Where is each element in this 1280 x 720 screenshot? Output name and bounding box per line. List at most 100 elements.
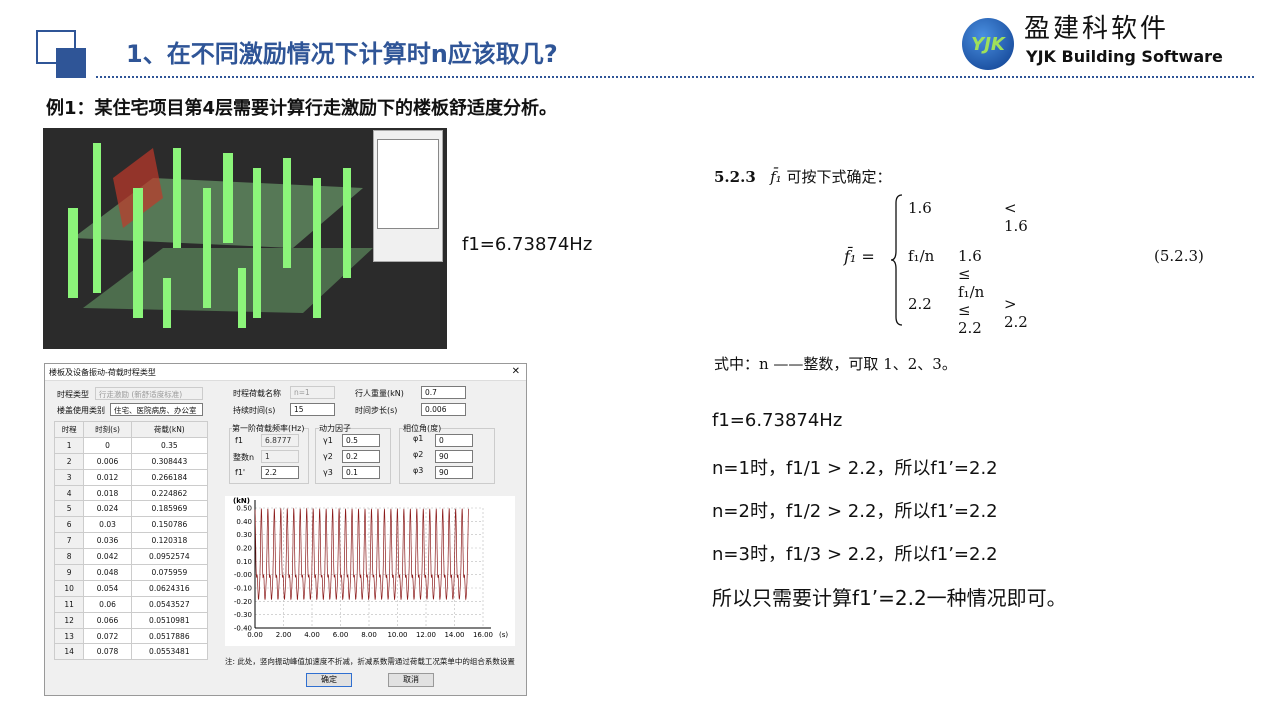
table-row[interactable]: 12 0.066 0.0510981 <box>53 611 209 629</box>
table-row[interactable]: 2 0.006 0.308443 <box>53 452 209 470</box>
p2-label: φ2 <box>413 450 424 459</box>
step-label: 时间步长(s) <box>355 406 398 415</box>
duration-label: 持续时间(s) <box>233 406 276 415</box>
table-row[interactable]: 8 0.042 0.0952574 <box>53 548 209 566</box>
history-type-select[interactable]: 行走激励 (新舒适度标准) <box>95 387 203 400</box>
y-tick-label: 0.40 <box>236 518 252 526</box>
table-cell: 0.224862 <box>130 484 209 502</box>
g3-field[interactable]: 0.1 <box>342 466 380 479</box>
table-cell: 0.072 <box>83 627 132 645</box>
decor-square-filled <box>56 48 86 78</box>
freq-group-label: 第一阶荷载频率(Hz) <box>232 423 305 434</box>
table-cell: 2 <box>53 452 85 470</box>
case-3-cond: > 2.2 <box>1004 295 1028 331</box>
dialog-note: 注: 此处，竖向振动峰值加速度不折减，折减系数需通过荷载工况菜单中的组合系数设置 <box>225 657 515 666</box>
table-row[interactable]: 5 0.024 0.185969 <box>53 500 209 518</box>
table-cell: 0.35 <box>130 436 209 454</box>
table-cell: 0.054 <box>83 579 132 597</box>
table-row[interactable]: 7 0.036 0.120318 <box>53 532 209 550</box>
table-row[interactable]: 6 0.03 0.150786 <box>53 516 209 534</box>
analysis-line: n=3时，f1/3 > 2.2，所以f1’=2.2 <box>712 544 998 565</box>
cancel-button[interactable]: 取消 <box>388 673 434 687</box>
table-cell: 0.185969 <box>130 500 209 518</box>
logo-cn: 盈建科软件 <box>1024 14 1170 44</box>
divider <box>96 76 1254 78</box>
close-icon[interactable]: ✕ <box>511 366 520 377</box>
floor-use-select[interactable]: 住宅、医院病房、办公室 <box>110 403 203 416</box>
y-tick-label: 0.20 <box>236 545 252 553</box>
brace-icon <box>890 194 903 326</box>
dialog-title: 楼板及设备振动-荷载时程类型 <box>45 364 526 381</box>
table-row[interactable]: 9 0.048 0.075959 <box>53 564 209 581</box>
y-tick-label: -0.10 <box>234 585 252 593</box>
y-axis-label: (kN) <box>233 497 250 505</box>
case-3-value: 2.2 <box>908 295 932 313</box>
table-cell: 0.066 <box>83 611 132 629</box>
table-cell: 0.0553481 <box>130 643 209 661</box>
table-row[interactable]: 14 0.078 0.0553481 <box>53 643 209 661</box>
clause-text: 可按下式确定： <box>786 168 892 186</box>
load-table: 时程 时刻(s) 荷载(kN) 1 0 0.35 2 0.006 0.308443 3 0.0… <box>53 421 209 661</box>
weight-field[interactable]: 0.7 <box>421 386 466 399</box>
y-tick-label: -0.00 <box>234 571 252 579</box>
p2-field[interactable]: 90 <box>435 450 473 463</box>
analysis-line: n=2时，f1/2 > 2.2，所以f1’=2.2 <box>712 501 998 522</box>
load-series-line <box>254 507 470 601</box>
table-cell: 11 <box>53 595 85 613</box>
case-1-cond: < 1.6 <box>1004 199 1028 235</box>
table-cell: 0.0952574 <box>130 548 209 566</box>
p3-field[interactable]: 90 <box>435 466 473 479</box>
formula-where: 式中：n ——整数，可取 1、2、3。 <box>714 355 957 373</box>
table-cell: 0.042 <box>83 548 132 566</box>
table-cell: 5 <box>53 500 85 518</box>
table-row[interactable]: 10 0.054 0.0624316 <box>53 579 209 597</box>
table-row[interactable]: 13 0.072 0.0517886 <box>53 627 209 645</box>
table-cell: 6 <box>53 516 85 534</box>
load-name-label: 时程荷载名称 <box>233 389 281 398</box>
table-cell: 0.078 <box>83 643 132 661</box>
table-cell: 10 <box>53 579 85 597</box>
p1-label: φ1 <box>413 434 424 443</box>
x-tick-label: 16.00 <box>473 631 493 639</box>
ok-button[interactable]: 确定 <box>306 673 352 687</box>
table-cell: 7 <box>53 532 85 550</box>
y-tick-label: -0.40 <box>234 625 252 633</box>
table-cell: 4 <box>53 484 85 502</box>
y-tick-label: 0.30 <box>236 531 252 539</box>
table-row[interactable]: 3 0.012 0.266184 <box>53 468 209 486</box>
load-name-field[interactable]: n=1 <box>290 386 335 399</box>
table-cell: 0.0624316 <box>130 579 209 597</box>
duration-field[interactable]: 15 <box>290 403 335 416</box>
table-cell: 0.266184 <box>130 468 209 486</box>
f1p-field[interactable]: 2.2 <box>261 466 299 479</box>
col-header: 时刻(s) <box>83 421 132 438</box>
floor-use-label: 楼盖使用类别 <box>57 406 105 415</box>
table-row[interactable]: 4 0.018 0.224862 <box>53 484 209 502</box>
n-select[interactable]: 1 <box>261 450 299 463</box>
n-label: 整数n <box>233 453 255 462</box>
g1-field[interactable]: 0.5 <box>342 434 380 447</box>
step-field[interactable]: 0.006 <box>421 403 466 416</box>
table-row[interactable]: 11 0.06 0.0543527 <box>53 595 209 613</box>
load-history-dialog: 楼板及设备振动-荷载时程类型 ✕ 时程类型 行走激励 (新舒适度标准) 楼盖使用… <box>44 363 527 696</box>
x-tick-label: 2.00 <box>276 631 292 639</box>
case-1-value: 1.6 <box>908 199 932 217</box>
p1-field[interactable]: 0 <box>435 434 473 447</box>
g2-label: γ2 <box>323 452 333 461</box>
table-cell: 0.012 <box>83 468 132 486</box>
table-cell: 0.024 <box>83 500 132 518</box>
table-cell: 3 <box>53 468 85 486</box>
p3-label: φ3 <box>413 466 424 475</box>
table-cell: 0 <box>83 436 132 454</box>
analysis-line: n=1时，f1/1 > 2.2，所以f1’=2.2 <box>712 458 998 479</box>
phase-group-label: 相位角(度) <box>403 423 442 434</box>
table-cell: 13 <box>53 627 85 645</box>
3d-model-screenshot <box>43 128 447 349</box>
table-row[interactable]: 1 0 0.35 <box>53 436 209 454</box>
table-scrollbar[interactable] <box>208 421 218 658</box>
analysis-conclusion: 所以只需要计算f1’=2.2一种情况即可。 <box>712 586 1067 610</box>
g2-field[interactable]: 0.2 <box>342 450 380 463</box>
y-tick-label: 0.50 <box>236 505 252 513</box>
x-tick-label: 6.00 <box>333 631 349 639</box>
dyn-group <box>315 428 391 484</box>
